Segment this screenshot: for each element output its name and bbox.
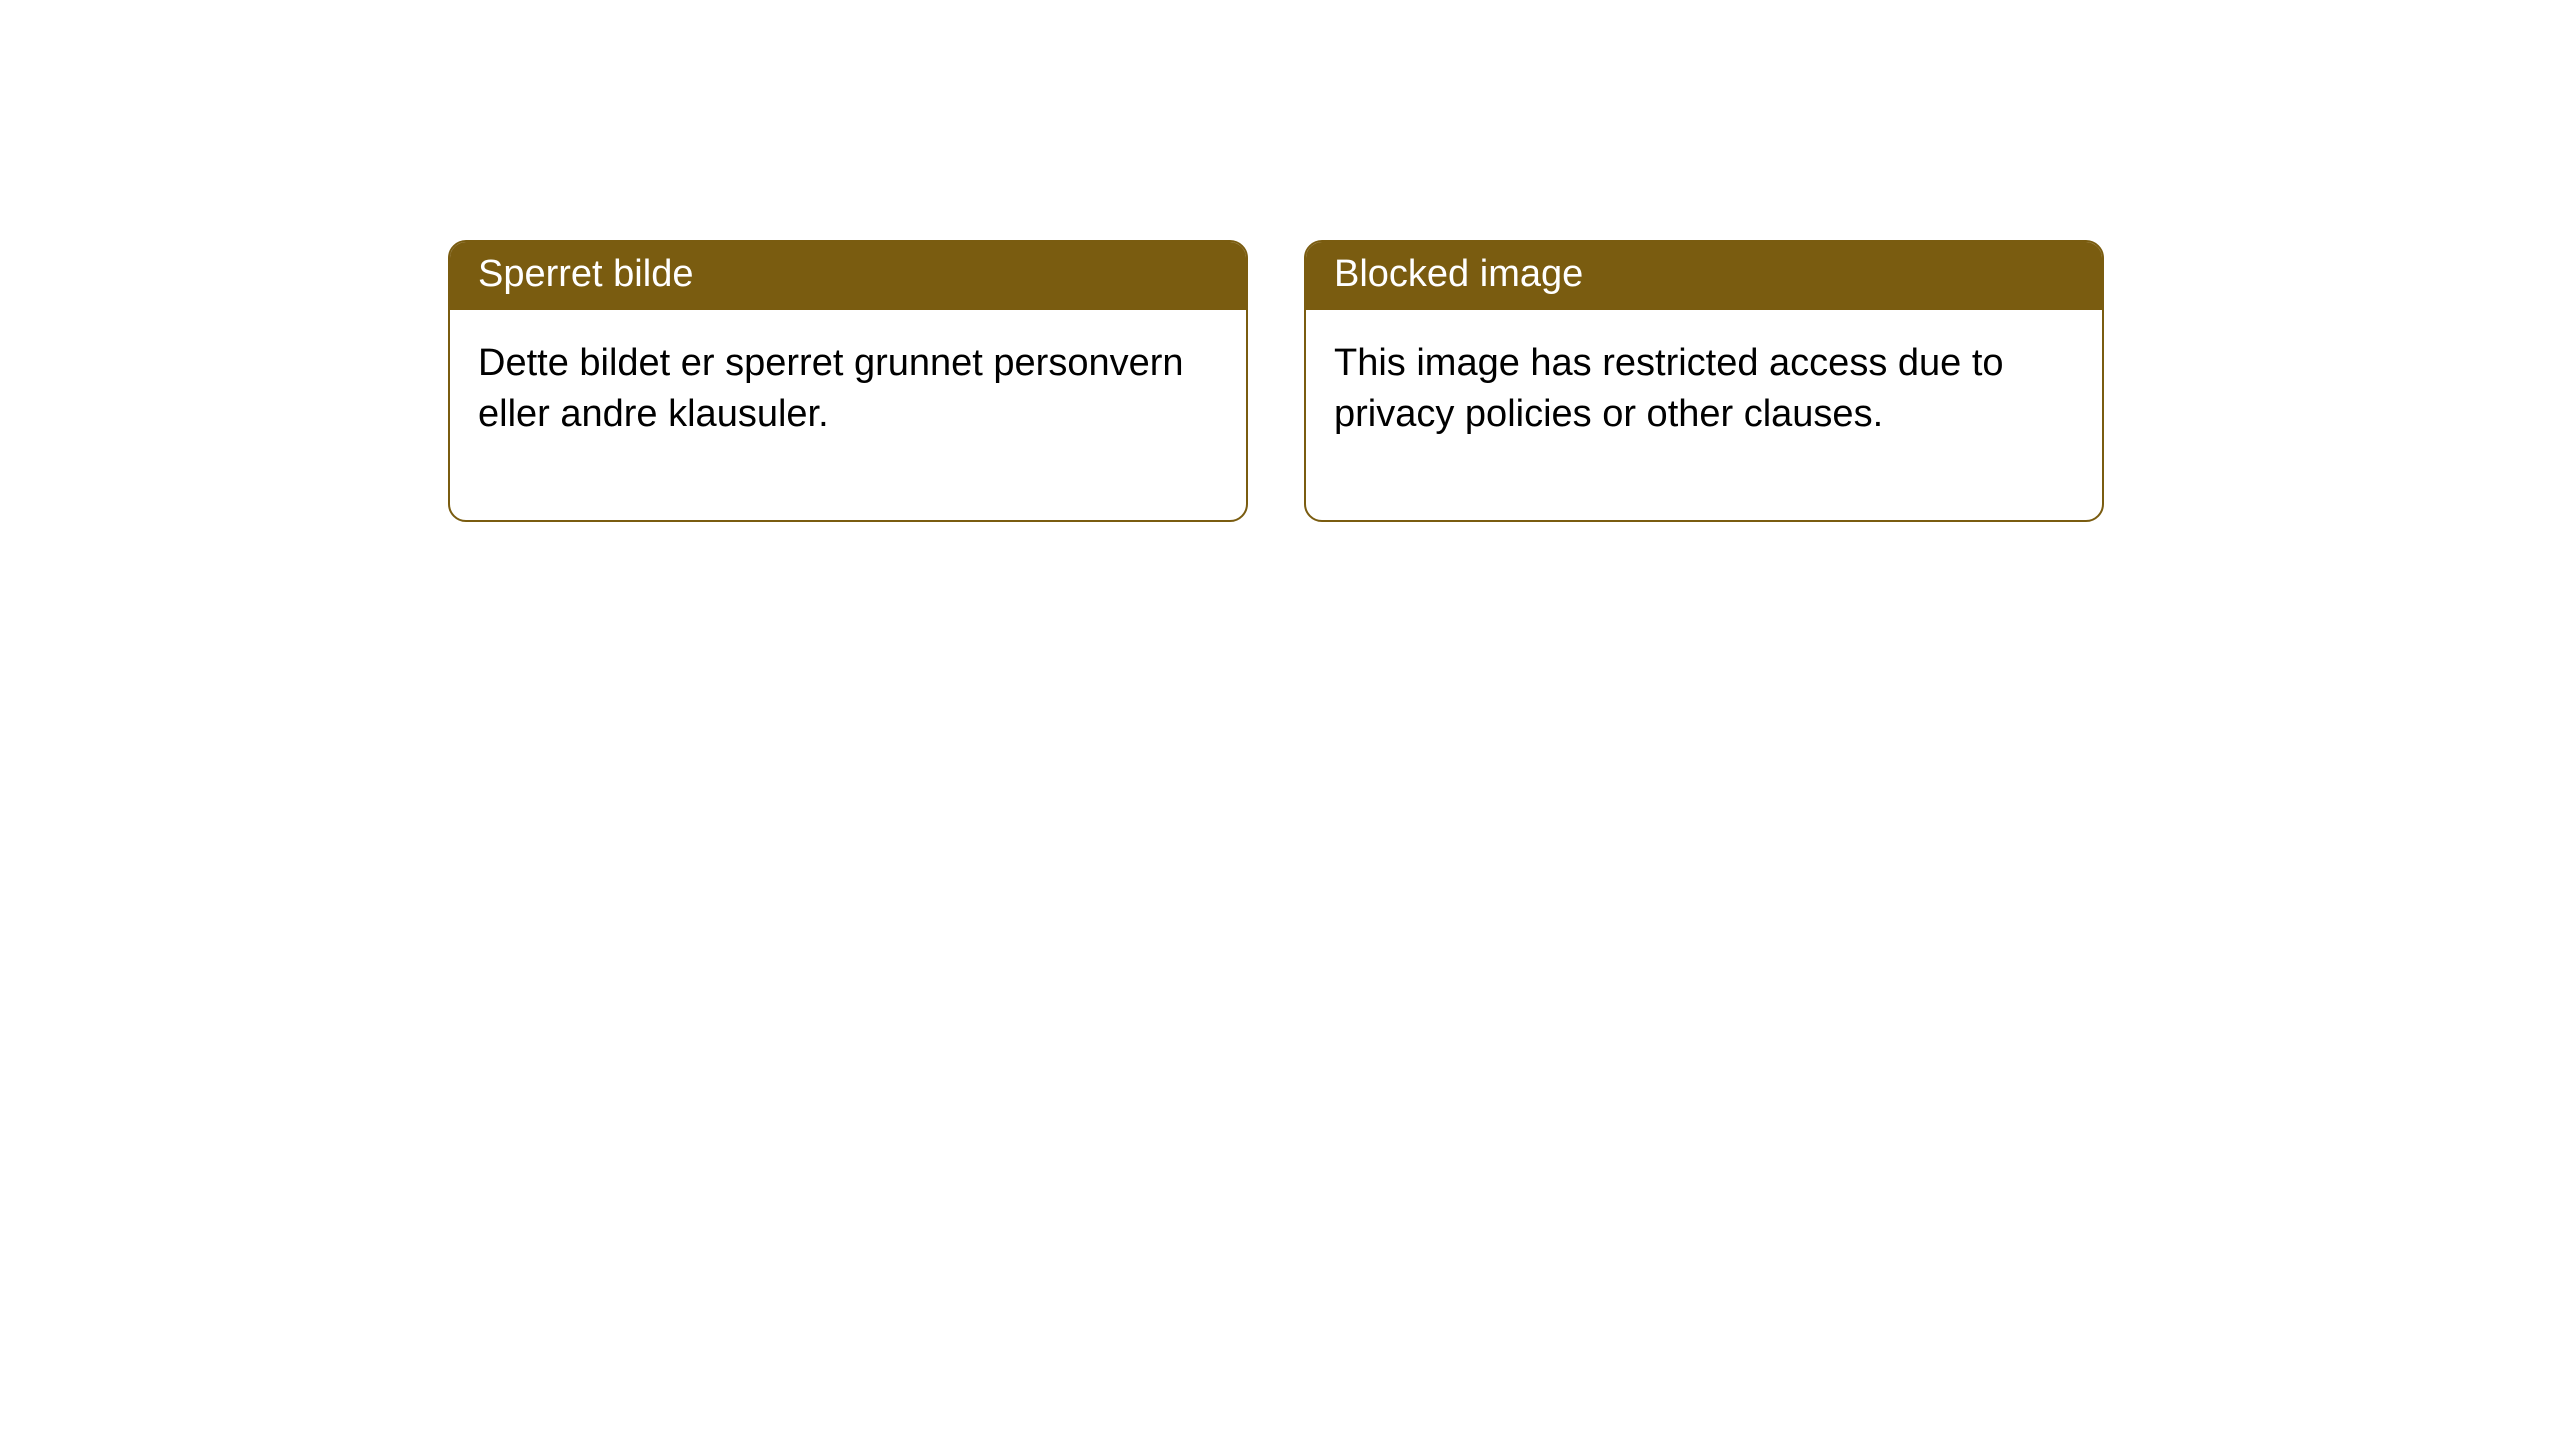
notice-card-left-body: Dette bildet er sperret grunnet personve… (450, 310, 1246, 521)
notice-card-right: Blocked image This image has restricted … (1304, 240, 2104, 522)
notice-card-right-body: This image has restricted access due to … (1306, 310, 2102, 521)
notice-card-right-title: Blocked image (1306, 242, 2102, 310)
notice-container: Sperret bilde Dette bildet er sperret gr… (0, 0, 2560, 522)
notice-card-left: Sperret bilde Dette bildet er sperret gr… (448, 240, 1248, 522)
notice-card-left-title: Sperret bilde (450, 242, 1246, 310)
